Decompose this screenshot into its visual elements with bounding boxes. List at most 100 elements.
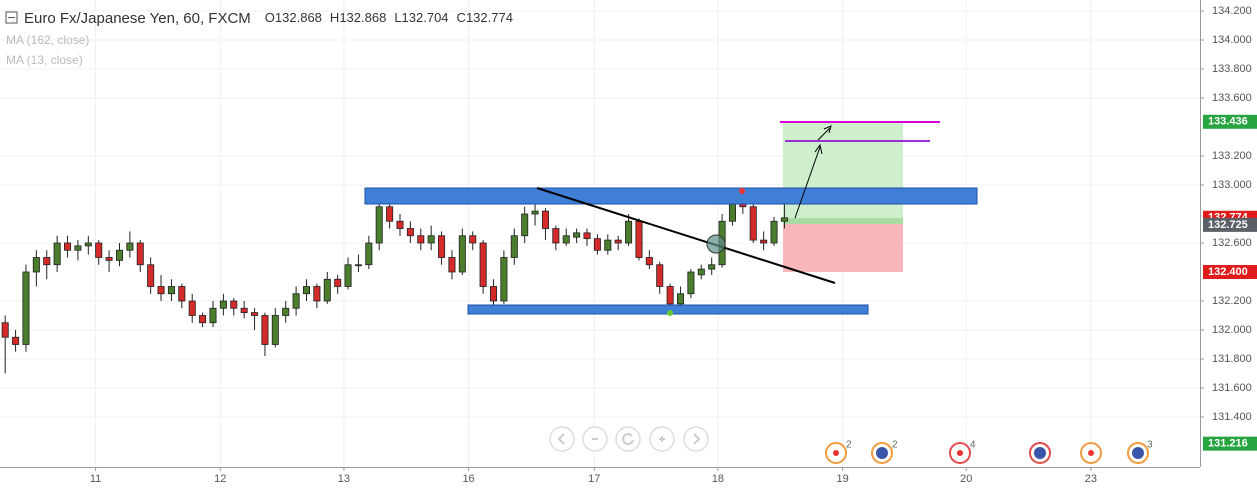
header: Euro Fx/Japanese Yen, 60, FXCM O132.868 H1… <box>5 10 513 67</box>
y-tick-label: 132.600 <box>1212 237 1252 249</box>
candle-body <box>604 239 612 251</box>
candle-body <box>344 264 352 287</box>
candle-body <box>687 271 695 295</box>
candle-body <box>12 336 20 345</box>
y-tick-label: 133.800 <box>1212 63 1252 75</box>
x-tick-label: 13 <box>338 473 350 485</box>
candle-body <box>115 249 123 261</box>
arrow <box>817 127 831 141</box>
title-text: Euro Fx/Japanese Yen, 60, FXCM <box>24 10 251 27</box>
indicator-label[interactable]: MA (13, close) <box>6 53 83 67</box>
y-tick-label: 134.200 <box>1212 5 1252 17</box>
reset[interactable] <box>615 426 641 452</box>
drawings <box>364 121 978 316</box>
candle-body <box>531 210 539 215</box>
candle-body <box>438 235 446 258</box>
grid <box>0 0 1200 467</box>
candle-body <box>510 235 518 258</box>
candle-body <box>282 307 290 316</box>
candle-body <box>240 307 248 313</box>
x-tick-label: 17 <box>588 473 600 485</box>
candle-body <box>22 271 30 345</box>
candle-body <box>230 300 238 309</box>
x-tick-label: 19 <box>836 473 848 485</box>
candle-body <box>562 235 570 244</box>
candles <box>1 199 788 374</box>
event-count: 4 <box>970 440 976 451</box>
y-tick-label: 131.800 <box>1212 353 1252 365</box>
marker-dot <box>667 310 673 316</box>
ohlc-label: L <box>394 10 401 25</box>
candle-body <box>677 293 685 305</box>
candle-body <box>261 315 269 345</box>
candle-body <box>780 217 788 222</box>
candle-body <box>666 286 674 305</box>
events: 2 2 4 3 <box>825 440 1153 464</box>
price-tag <box>1203 114 1257 129</box>
marker-circle <box>706 234 726 254</box>
y-tick-label: 132.000 <box>1212 324 1252 336</box>
reset-glyph <box>622 433 634 446</box>
candle-body <box>64 242 72 251</box>
collapse-icon[interactable] <box>5 11 18 24</box>
x-tick-label: 16 <box>462 473 474 485</box>
y-tick-label: 133.000 <box>1212 179 1252 191</box>
ohlc: O132.868 H132.868 L132.704 C132.774 <box>265 10 513 25</box>
ohlc-label: H <box>330 10 339 25</box>
candle-body <box>95 242 103 258</box>
nav-glyphs <box>557 433 701 445</box>
candle-body <box>334 278 342 287</box>
price-tag-label: 133.436 <box>1208 116 1248 128</box>
price-tag-label: 131.216 <box>1208 438 1248 450</box>
candle-body <box>427 235 435 244</box>
scroll-right[interactable] <box>683 426 709 452</box>
candle-body <box>708 264 716 270</box>
y-tick-label: 134.000 <box>1212 34 1252 46</box>
y-tick-label: 132.200 <box>1212 295 1252 307</box>
price-tag <box>1203 436 1257 451</box>
price-tag <box>1203 264 1257 279</box>
candle-body <box>136 242 144 266</box>
candle-body <box>749 206 757 241</box>
candle-body <box>292 293 300 309</box>
candle-body <box>593 238 601 251</box>
candle-body <box>489 286 498 302</box>
candle-body <box>323 278 331 302</box>
candle-body <box>147 264 155 287</box>
indicator-label[interactable]: MA (162, close) <box>6 33 89 47</box>
candle-body <box>573 232 581 238</box>
candle-body <box>209 307 217 324</box>
candle-body <box>219 300 227 309</box>
candle-body <box>583 232 591 240</box>
event-dot <box>957 450 963 456</box>
event-flag <box>1034 447 1046 459</box>
candle-body <box>697 268 705 276</box>
event-count: 2 <box>846 440 852 451</box>
y-tick-label: 131.400 <box>1212 411 1252 423</box>
event-dot <box>833 450 839 456</box>
candle-body <box>728 202 736 222</box>
candle-body <box>1 322 9 338</box>
x-tick-label: 20 <box>960 473 972 485</box>
candle-body <box>157 286 165 295</box>
price-tag-label: 132.725 <box>1208 219 1248 231</box>
candle-body <box>43 257 51 266</box>
x-tick-label: 12 <box>214 473 226 485</box>
scroll-left[interactable] <box>549 426 575 452</box>
candle-body <box>469 235 477 244</box>
candle-body <box>302 286 311 295</box>
candle-body <box>448 257 456 273</box>
event-flag <box>876 447 888 459</box>
resistance-zone <box>364 187 978 205</box>
candle-body <box>760 239 768 244</box>
candle-body <box>105 257 113 261</box>
candle-body <box>375 206 383 244</box>
price-tag-label: 132.400 <box>1208 266 1248 278</box>
profit-edge <box>783 218 903 224</box>
candle-body <box>479 242 487 287</box>
title: Euro Fx/Japanese Yen, 60, FXCM O132.868 H1… <box>24 10 513 27</box>
candle-body <box>53 242 61 266</box>
ohlc-value: 132.704 <box>402 10 449 25</box>
ohlc-value: 132.868 <box>275 10 322 25</box>
candle-body <box>406 228 414 237</box>
